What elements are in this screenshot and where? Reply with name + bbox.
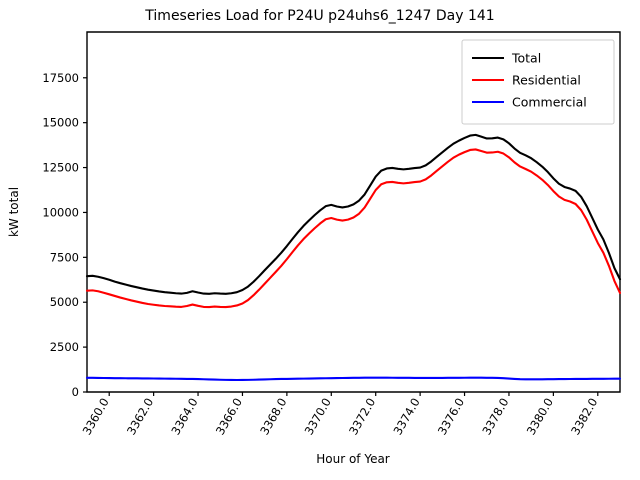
x-tick-label: 3378.0 bbox=[479, 396, 511, 438]
series-line-total bbox=[85, 133, 622, 295]
x-tick-label: 3370.0 bbox=[302, 396, 334, 438]
y-axis-label: kW total bbox=[7, 187, 21, 237]
series-line-residential bbox=[85, 148, 622, 309]
y-tick-label: 17500 bbox=[42, 71, 79, 85]
legend-label-commercial: Commercial bbox=[512, 95, 587, 110]
x-tick-label: 3366.0 bbox=[213, 396, 245, 438]
x-tick-label: 3374.0 bbox=[390, 396, 422, 438]
y-tick-label: 5000 bbox=[50, 295, 79, 309]
y-tick-label: 0 bbox=[72, 385, 79, 399]
axis-spines bbox=[86, 31, 621, 393]
y-tick-label: 15000 bbox=[42, 116, 79, 130]
chart-legend: Total Residential Commercial bbox=[461, 39, 615, 125]
y-tick-label: 10000 bbox=[42, 205, 79, 219]
series-line-commercial bbox=[85, 376, 622, 382]
x-tick-label: 3362.0 bbox=[124, 396, 156, 438]
x-tick-label: 3376.0 bbox=[435, 396, 467, 438]
x-tick-label: 3380.0 bbox=[524, 396, 556, 438]
chart-title: Timeseries Load for P24U p24uhs6_1247 Da… bbox=[145, 8, 495, 24]
x-tick-label: 3382.0 bbox=[568, 396, 600, 438]
x-axis-label: Hour of Year bbox=[316, 452, 390, 466]
legend-label-residential: Residential bbox=[512, 73, 581, 88]
y-tick-label: 2500 bbox=[50, 340, 79, 354]
y-tick-label: 7500 bbox=[50, 250, 79, 264]
x-tick-label: 3360.0 bbox=[80, 396, 112, 438]
x-tick-label: 3364.0 bbox=[168, 396, 200, 438]
y-tick-label: 12500 bbox=[42, 161, 79, 175]
x-tick-label: 3368.0 bbox=[257, 396, 289, 438]
data-series-group bbox=[85, 133, 622, 382]
x-axis-ticks: 3360.0 3362.0 3364.0 3366.0 3368.0 3370.0 3372… bbox=[80, 392, 600, 438]
y-axis-ticks: 0 2500 5000 7500 10000 12500 15000 17500 bbox=[42, 71, 87, 399]
x-tick-label: 3372.0 bbox=[346, 396, 378, 438]
legend-label-total: Total bbox=[511, 51, 541, 66]
